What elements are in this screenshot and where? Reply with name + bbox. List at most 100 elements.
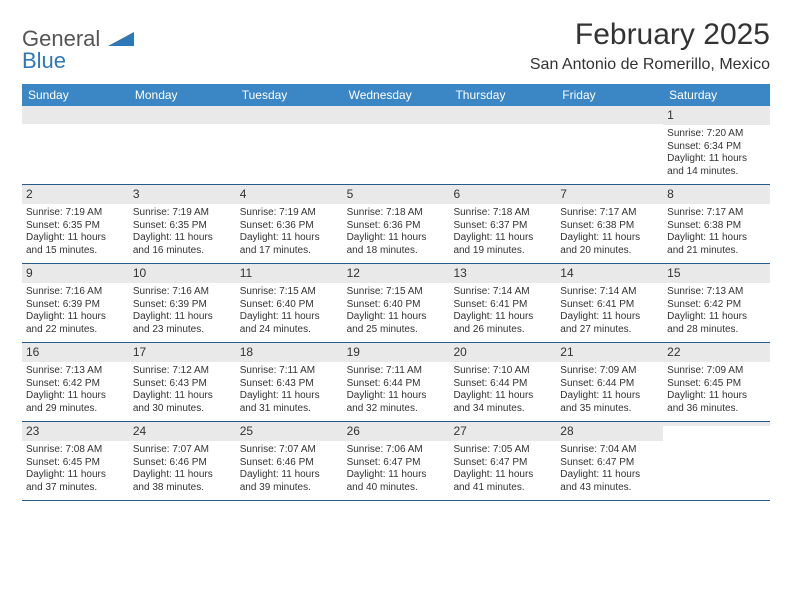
day-daylight1: Daylight: 11 hours — [347, 469, 446, 482]
day-header-wednesday: Wednesday — [343, 84, 450, 106]
day-daylight2: and 14 minutes. — [667, 166, 766, 179]
day-sunrise: Sunrise: 7:15 AM — [347, 286, 446, 299]
day-daylight2: and 34 minutes. — [453, 403, 552, 416]
day-header-sunday: Sunday — [22, 84, 129, 106]
day-cell — [556, 106, 663, 184]
day-number: 6 — [449, 185, 556, 204]
day-sunset: Sunset: 6:36 PM — [240, 220, 339, 233]
day-cell: 22Sunrise: 7:09 AMSunset: 6:45 PMDayligh… — [663, 343, 770, 421]
day-daylight2: and 23 minutes. — [133, 324, 232, 337]
logo-text: General Blue — [22, 24, 134, 72]
day-sunset: Sunset: 6:47 PM — [453, 457, 552, 470]
day-daylight1: Daylight: 11 hours — [560, 390, 659, 403]
day-daylight1: Daylight: 11 hours — [347, 390, 446, 403]
day-body: Sunrise: 7:07 AMSunset: 6:46 PMDaylight:… — [129, 441, 236, 500]
day-daylight2: and 19 minutes. — [453, 245, 552, 258]
day-daylight1: Daylight: 11 hours — [667, 153, 766, 166]
day-body: Sunrise: 7:14 AMSunset: 6:41 PMDaylight:… — [449, 283, 556, 342]
day-body: Sunrise: 7:15 AMSunset: 6:40 PMDaylight:… — [236, 283, 343, 342]
day-number: 19 — [343, 343, 450, 362]
day-sunset: Sunset: 6:45 PM — [667, 378, 766, 391]
day-daylight2: and 22 minutes. — [26, 324, 125, 337]
day-sunrise: Sunrise: 7:11 AM — [240, 365, 339, 378]
day-daylight2: and 39 minutes. — [240, 482, 339, 495]
day-daylight2: and 24 minutes. — [240, 324, 339, 337]
day-sunrise: Sunrise: 7:07 AM — [240, 444, 339, 457]
day-daylight1: Daylight: 11 hours — [453, 232, 552, 245]
day-sunrise: Sunrise: 7:18 AM — [453, 207, 552, 220]
week-row: 1Sunrise: 7:20 AMSunset: 6:34 PMDaylight… — [22, 106, 770, 185]
day-header-friday: Friday — [556, 84, 663, 106]
day-sunset: Sunset: 6:41 PM — [453, 299, 552, 312]
day-cell: 3Sunrise: 7:19 AMSunset: 6:35 PMDaylight… — [129, 185, 236, 263]
day-number: 17 — [129, 343, 236, 362]
day-body: Sunrise: 7:17 AMSunset: 6:38 PMDaylight:… — [663, 204, 770, 263]
day-body: Sunrise: 7:18 AMSunset: 6:36 PMDaylight:… — [343, 204, 450, 263]
day-sunset: Sunset: 6:40 PM — [347, 299, 446, 312]
day-sunset: Sunset: 6:44 PM — [453, 378, 552, 391]
day-sunrise: Sunrise: 7:09 AM — [560, 365, 659, 378]
day-sunrise: Sunrise: 7:10 AM — [453, 365, 552, 378]
day-sunrise: Sunrise: 7:08 AM — [26, 444, 125, 457]
day-cell: 17Sunrise: 7:12 AMSunset: 6:43 PMDayligh… — [129, 343, 236, 421]
day-cell: 23Sunrise: 7:08 AMSunset: 6:45 PMDayligh… — [22, 422, 129, 500]
day-daylight2: and 31 minutes. — [240, 403, 339, 416]
day-body: Sunrise: 7:11 AMSunset: 6:43 PMDaylight:… — [236, 362, 343, 421]
day-cell: 28Sunrise: 7:04 AMSunset: 6:47 PMDayligh… — [556, 422, 663, 500]
day-cell: 27Sunrise: 7:05 AMSunset: 6:47 PMDayligh… — [449, 422, 556, 500]
day-daylight1: Daylight: 11 hours — [560, 469, 659, 482]
day-body: Sunrise: 7:13 AMSunset: 6:42 PMDaylight:… — [22, 362, 129, 421]
day-number — [556, 106, 663, 124]
day-sunrise: Sunrise: 7:16 AM — [26, 286, 125, 299]
day-sunrise: Sunrise: 7:05 AM — [453, 444, 552, 457]
day-number: 24 — [129, 422, 236, 441]
day-sunset: Sunset: 6:45 PM — [26, 457, 125, 470]
day-daylight1: Daylight: 11 hours — [26, 390, 125, 403]
day-body: Sunrise: 7:16 AMSunset: 6:39 PMDaylight:… — [22, 283, 129, 342]
day-daylight2: and 30 minutes. — [133, 403, 232, 416]
day-sunrise: Sunrise: 7:19 AM — [133, 207, 232, 220]
day-body: Sunrise: 7:08 AMSunset: 6:45 PMDaylight:… — [22, 441, 129, 500]
day-sunrise: Sunrise: 7:20 AM — [667, 128, 766, 141]
day-daylight2: and 40 minutes. — [347, 482, 446, 495]
calendar-grid: 1Sunrise: 7:20 AMSunset: 6:34 PMDaylight… — [22, 106, 770, 501]
title-block: February 2025 San Antonio de Romerillo, … — [530, 18, 770, 74]
day-number: 15 — [663, 264, 770, 283]
day-daylight2: and 41 minutes. — [453, 482, 552, 495]
day-cell: 10Sunrise: 7:16 AMSunset: 6:39 PMDayligh… — [129, 264, 236, 342]
day-number: 28 — [556, 422, 663, 441]
day-header-monday: Monday — [129, 84, 236, 106]
day-body: Sunrise: 7:06 AMSunset: 6:47 PMDaylight:… — [343, 441, 450, 500]
day-body: Sunrise: 7:14 AMSunset: 6:41 PMDaylight:… — [556, 283, 663, 342]
day-cell — [449, 106, 556, 184]
day-body: Sunrise: 7:05 AMSunset: 6:47 PMDaylight:… — [449, 441, 556, 500]
day-cell — [663, 422, 770, 500]
day-daylight1: Daylight: 11 hours — [133, 311, 232, 324]
day-sunrise: Sunrise: 7:19 AM — [240, 207, 339, 220]
day-daylight2: and 21 minutes. — [667, 245, 766, 258]
day-daylight1: Daylight: 11 hours — [560, 232, 659, 245]
day-daylight2: and 36 minutes. — [667, 403, 766, 416]
day-daylight1: Daylight: 11 hours — [133, 232, 232, 245]
day-cell: 25Sunrise: 7:07 AMSunset: 6:46 PMDayligh… — [236, 422, 343, 500]
day-sunset: Sunset: 6:46 PM — [240, 457, 339, 470]
day-daylight2: and 28 minutes. — [667, 324, 766, 337]
day-sunrise: Sunrise: 7:04 AM — [560, 444, 659, 457]
day-body: Sunrise: 7:19 AMSunset: 6:35 PMDaylight:… — [22, 204, 129, 263]
day-sunrise: Sunrise: 7:09 AM — [667, 365, 766, 378]
day-body: Sunrise: 7:10 AMSunset: 6:44 PMDaylight:… — [449, 362, 556, 421]
day-cell: 14Sunrise: 7:14 AMSunset: 6:41 PMDayligh… — [556, 264, 663, 342]
day-daylight1: Daylight: 11 hours — [240, 390, 339, 403]
day-sunset: Sunset: 6:39 PM — [26, 299, 125, 312]
day-cell — [343, 106, 450, 184]
day-cell — [22, 106, 129, 184]
day-cell: 20Sunrise: 7:10 AMSunset: 6:44 PMDayligh… — [449, 343, 556, 421]
day-sunset: Sunset: 6:38 PM — [667, 220, 766, 233]
day-number: 8 — [663, 185, 770, 204]
day-cell: 15Sunrise: 7:13 AMSunset: 6:42 PMDayligh… — [663, 264, 770, 342]
day-body: Sunrise: 7:19 AMSunset: 6:36 PMDaylight:… — [236, 204, 343, 263]
day-daylight1: Daylight: 11 hours — [667, 232, 766, 245]
day-number — [663, 422, 770, 426]
day-cell: 2Sunrise: 7:19 AMSunset: 6:35 PMDaylight… — [22, 185, 129, 263]
day-daylight1: Daylight: 11 hours — [347, 232, 446, 245]
